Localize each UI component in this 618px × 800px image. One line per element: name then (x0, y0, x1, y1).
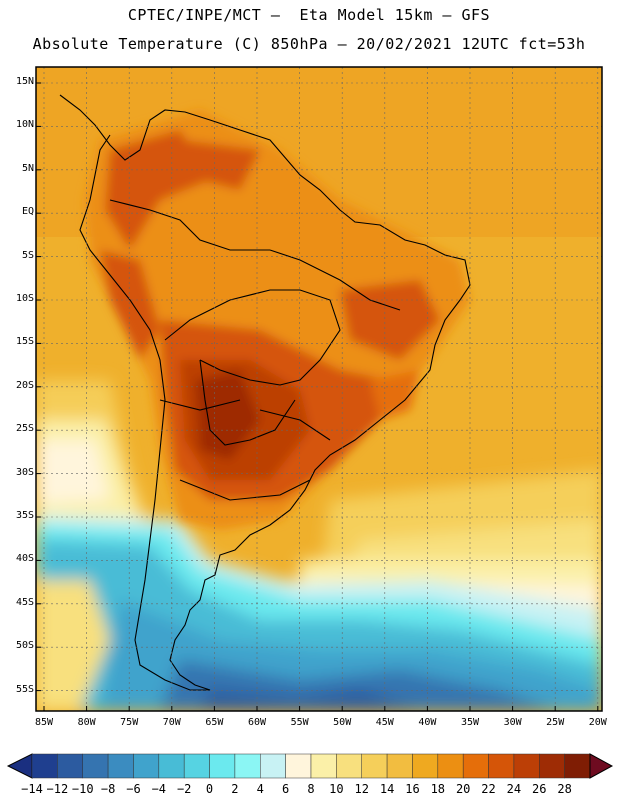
colorbar-swatch (260, 753, 286, 779)
lon-label: 20W (588, 717, 607, 728)
chart-title: CPTEC/INPE/MCT – Eta Model 15km – GFS (127, 6, 491, 24)
lat-label: 10S (15, 293, 34, 304)
colorbar-label: 18 (430, 782, 446, 796)
colorbar-swatch (336, 753, 362, 779)
lon-label: 25W (546, 717, 565, 728)
colorbar-swatch (539, 753, 565, 779)
colorbar-swatch (462, 753, 489, 779)
lon-label: 75W (120, 717, 139, 728)
graticule (36, 67, 602, 711)
lat-label: 20S (15, 379, 34, 391)
colorbar-label: 4 (256, 782, 264, 796)
colorbar-label: −8 (100, 782, 116, 796)
axis-ticks (36, 82, 599, 711)
colorbar-swatch (57, 753, 83, 779)
colorbar-label: −14 (21, 782, 43, 796)
colorbar-swatch (209, 753, 236, 779)
colorbar-swatch (158, 753, 185, 779)
lat-label: 45S (15, 596, 34, 608)
colorbar-label: 2 (231, 782, 239, 796)
colorbar-swatch (285, 753, 312, 779)
lon-label: 35W (460, 717, 480, 728)
colorbar-swatch (234, 753, 261, 779)
lon-label: 65W (205, 717, 224, 728)
colorbar-label: 6 (282, 782, 290, 796)
colorbar-swatch (133, 753, 160, 779)
colorbar-swatch (513, 753, 540, 779)
lon-label: 85W (34, 717, 54, 728)
map-frame (35, 66, 603, 712)
chart-subtitle: Absolute Temperature (C) 850hPa – 20/02/… (32, 35, 586, 53)
lat-label: 40S (15, 553, 34, 565)
lat-label: EQ (21, 206, 34, 218)
colorbar-swatch (564, 753, 591, 779)
lat-label: 5S (21, 249, 34, 261)
colorbar-label: −10 (71, 782, 94, 796)
temperature-field (36, 67, 602, 711)
lon-label: 55W (290, 717, 309, 728)
colorbar-label: 8 (307, 782, 315, 796)
colorbar-swatch (31, 753, 58, 779)
colorbar-label: −6 (126, 782, 141, 796)
colorbar-swatch (183, 753, 210, 779)
lon-label: 60W (247, 717, 267, 728)
colorbar-label: −12 (46, 782, 69, 796)
lat-label: 50S (15, 640, 34, 652)
colorbar-swatch (107, 753, 134, 779)
colorbar-swatch (412, 753, 439, 779)
lon-label: 70W (162, 717, 181, 728)
colorbar-label: 28 (557, 782, 572, 796)
colorbar-label: 0 (205, 782, 214, 796)
lon-label: 80W (77, 717, 96, 728)
colorbar-swatch (488, 753, 515, 779)
lat-label: 55S (15, 683, 34, 695)
lat-label: 15S (15, 336, 34, 348)
lat-label: 15N (15, 76, 34, 87)
colorbar-swatch (386, 753, 413, 779)
lat-label: 35S (15, 510, 34, 521)
colorbar-swatch (437, 753, 464, 779)
colorbar-low-arrow (6, 753, 33, 779)
lon-label: 30W (503, 717, 522, 728)
lat-label: 30S (15, 466, 34, 478)
colorbar-swatch (361, 753, 388, 779)
lon-label: 40W (418, 717, 437, 728)
colorbar-label: 12 (354, 782, 369, 796)
colorbar-label: 16 (405, 782, 420, 796)
lon-label: 45W (375, 717, 394, 728)
colorbar-swatch (82, 753, 109, 779)
lon-label: 50W (333, 717, 352, 728)
colorbar-label: −2 (176, 782, 192, 796)
colorbar-label: 10 (329, 782, 344, 796)
colorbar-label: 26 (532, 782, 547, 796)
colorbar-label: 14 (379, 782, 395, 796)
lat-label: 25S (15, 423, 34, 435)
colorbar-high-arrow (589, 753, 614, 779)
colorbar (6, 753, 614, 779)
coastlines (59, 94, 471, 691)
colorbar-label: 22 (481, 782, 496, 796)
lat-label: 10N (15, 119, 34, 131)
colorbar-label: −4 (151, 782, 167, 796)
colorbar-label: 24 (506, 782, 522, 796)
colorbar-swatch (310, 753, 337, 779)
colorbar-label: 20 (455, 782, 471, 796)
lat-label: 5N (21, 162, 34, 174)
